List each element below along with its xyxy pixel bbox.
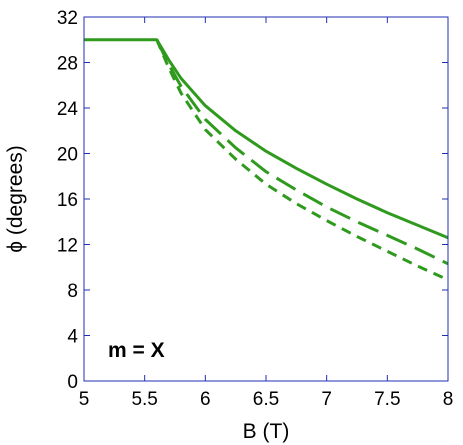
y-tick-label: 24 <box>57 99 79 120</box>
y-tick-label: 16 <box>57 190 78 211</box>
x-tick-label: 7 <box>321 389 332 410</box>
y-tick-label: 4 <box>67 327 78 348</box>
x-tick-label: 7.5 <box>374 389 400 410</box>
x-tick-label: 5 <box>79 389 90 410</box>
y-axis-label: ϕ (degrees) <box>4 145 27 252</box>
x-tick-label: 5.5 <box>131 389 157 410</box>
x-tick-label: 6.5 <box>253 389 279 410</box>
series-layer <box>84 38 449 282</box>
y-tick-label: 12 <box>57 236 78 257</box>
x-tick-label: 8 <box>443 389 454 410</box>
x-tick-label: 6 <box>200 389 211 410</box>
y-tick-label: 32 <box>57 8 78 29</box>
ticks-layer: 5 5.5 6 6.5 7 7.5 8 0 4 8 12 16 20 24 28 32 <box>57 8 453 410</box>
series-line-1 <box>84 38 449 240</box>
series-line-3 <box>155 39 449 282</box>
x-axis-label: B (T) <box>243 420 290 443</box>
annotation-label: m = X <box>108 339 165 362</box>
series-line-2 <box>155 39 449 266</box>
y-tick-label: 20 <box>57 145 78 166</box>
y-tick-label: 28 <box>57 54 78 75</box>
y-tick-label: 0 <box>67 372 78 393</box>
plot-area <box>84 17 448 381</box>
y-tick-label: 8 <box>67 281 78 302</box>
